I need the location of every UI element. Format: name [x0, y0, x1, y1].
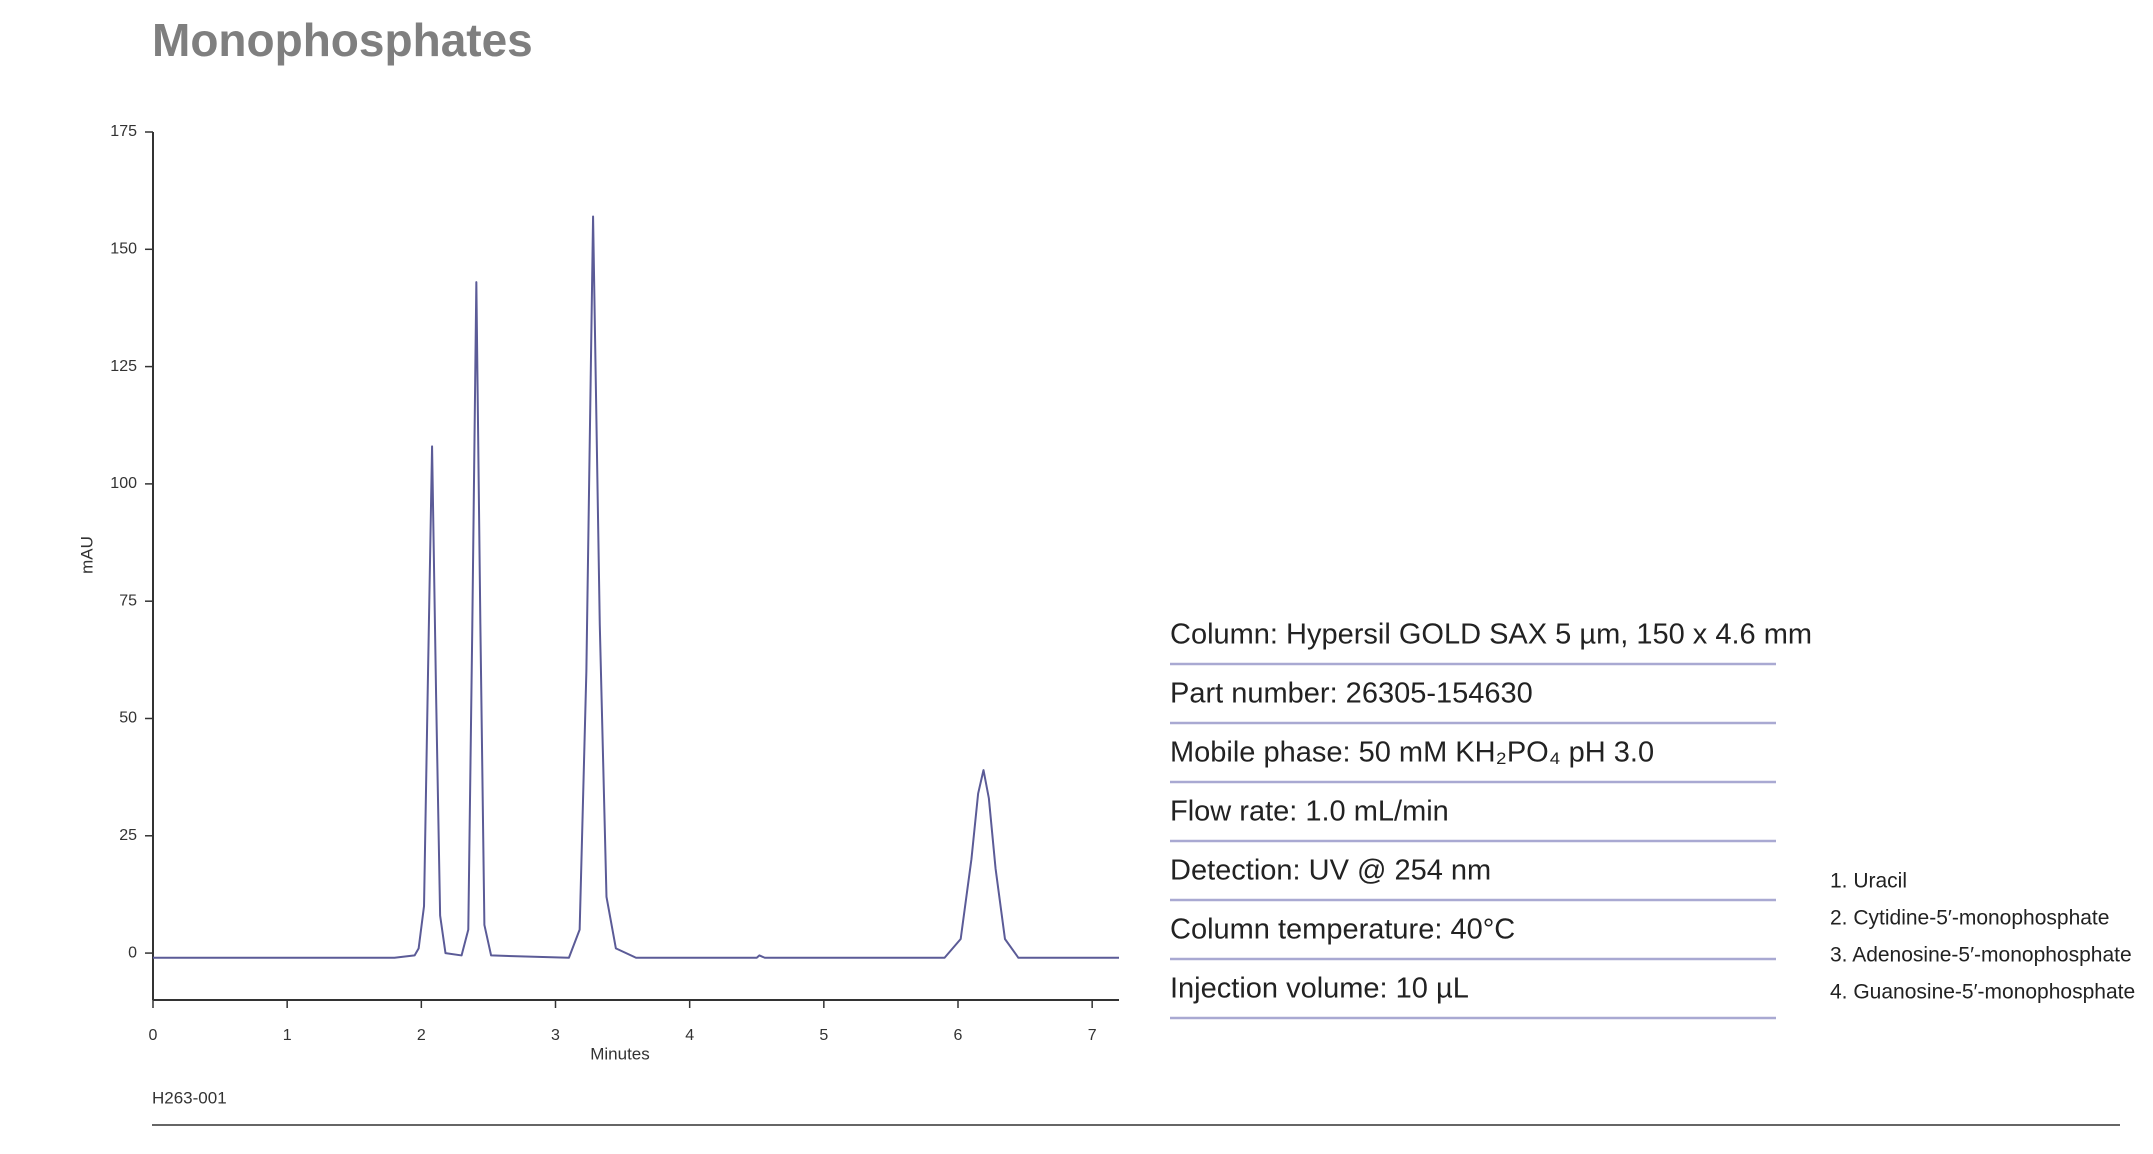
condition-text: Injection volume: 10 µL: [1170, 973, 1469, 1005]
condition-text: Detection: UV @ 254 nm: [1170, 855, 1491, 887]
condition-text: Flow rate: 1.0 mL/min: [1170, 796, 1449, 828]
x-tick-label: 0: [149, 1027, 158, 1044]
y-tick-label: 150: [110, 241, 137, 258]
peak-label: 3. Adenosine-5′-monophosphate: [1830, 944, 2132, 967]
peak-label: 2. Cytidine-5′-monophosphate: [1830, 907, 2109, 930]
condition-text: Part number: 26305-154630: [1170, 678, 1533, 710]
condition-text: Column: Hypersil GOLD SAX 5 µm, 150 x 4.…: [1170, 619, 1812, 651]
x-axis-label: Minutes: [590, 1044, 650, 1063]
y-tick-label: 75: [119, 592, 137, 609]
y-tick-label: 125: [110, 358, 137, 375]
y-axis-label: mAU: [77, 536, 96, 574]
x-tick-label: 7: [1088, 1027, 1097, 1044]
y-tick-label: 25: [119, 827, 137, 844]
y-tick-label: 175: [110, 123, 137, 140]
figure-code: H263-001: [152, 1088, 227, 1107]
x-tick-label: 2: [417, 1027, 426, 1044]
peak-label: 4. Guanosine-5′-monophosphate: [1830, 981, 2135, 1004]
y-tick-label: 50: [119, 710, 137, 727]
x-tick-label: 1: [283, 1027, 292, 1044]
condition-text: Mobile phase: 50 mM KH₂PO₄ pH 3.0: [1170, 737, 1654, 769]
x-tick-label: 5: [819, 1027, 828, 1044]
y-tick-label: 100: [110, 475, 137, 492]
x-tick-label: 4: [685, 1027, 694, 1044]
peak-label: 1. Uracil: [1830, 870, 1907, 893]
y-tick-label: 0: [128, 944, 137, 961]
condition-text: Column temperature: 40°C: [1170, 914, 1515, 946]
chart-title: Monophosphates: [152, 14, 533, 66]
x-tick-label: 6: [954, 1027, 963, 1044]
x-tick-label: 3: [551, 1027, 560, 1044]
chromatogram-trace: [153, 215, 1119, 959]
